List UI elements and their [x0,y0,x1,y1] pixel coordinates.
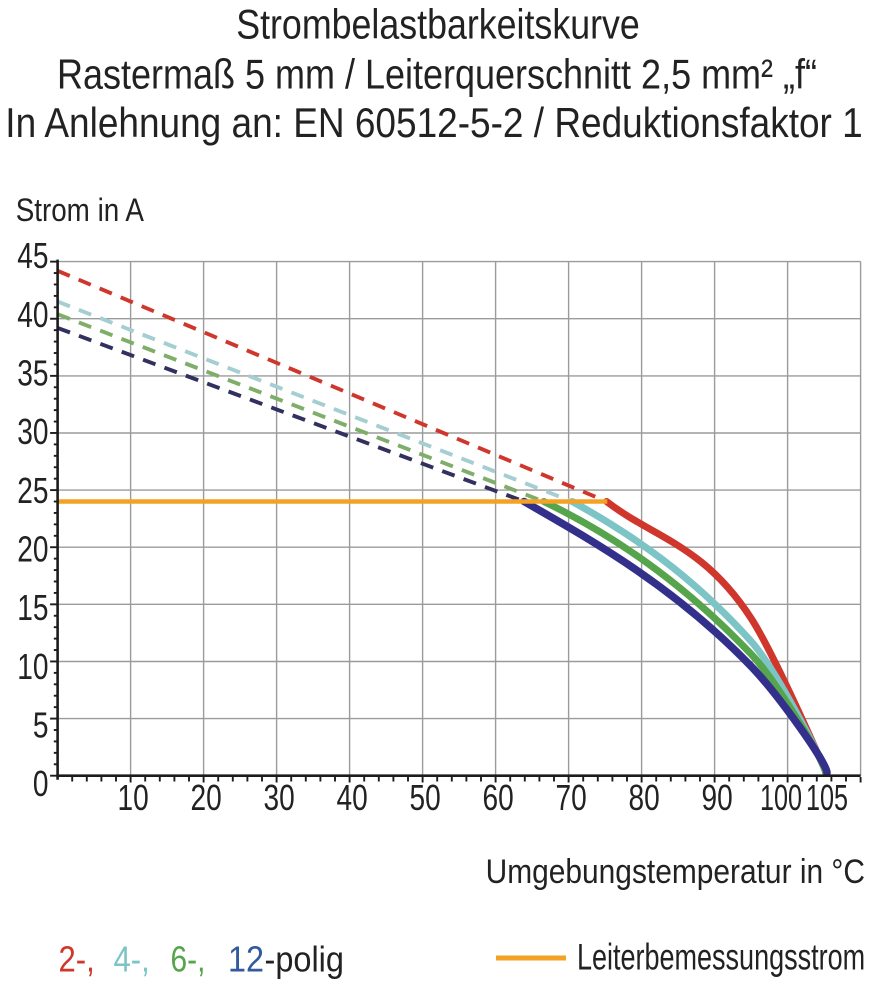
svg-text:105: 105 [806,778,848,819]
svg-text:Leiterbemessungsstrom: Leiterbemessungsstrom [577,936,865,977]
svg-text:20: 20 [190,778,221,818]
svg-text:30: 30 [17,412,48,452]
svg-text:35: 35 [17,353,48,393]
svg-text:60: 60 [482,778,513,818]
svg-text:2-,: 2-, [59,939,95,980]
svg-text:100: 100 [760,778,802,819]
svg-text:40: 40 [336,778,367,818]
svg-text:4-,: 4-, [114,939,150,980]
svg-text:20: 20 [17,529,48,569]
svg-text:70: 70 [555,778,586,818]
svg-text:90: 90 [701,778,732,818]
svg-text:80: 80 [628,778,659,818]
svg-text:40: 40 [17,294,48,334]
svg-text:5: 5 [33,705,49,745]
svg-text:12: 12 [228,940,264,980]
svg-text:In Anlehnung an: EN 60512-5-2: In Anlehnung an: EN 60512-5-2 / Reduktio… [5,100,862,147]
svg-text:45: 45 [17,236,48,276]
svg-text:Umgebungstemperatur in °C: Umgebungstemperatur in °C [486,852,865,890]
svg-text:10: 10 [117,778,148,818]
svg-text:30: 30 [263,778,294,818]
svg-text:Strombelastbarkeitskurve: Strombelastbarkeitskurve [236,2,640,48]
svg-text:6-,: 6-, [171,940,206,980]
svg-text:0: 0 [33,764,49,804]
svg-text:50: 50 [409,778,440,818]
svg-text:25: 25 [17,470,48,510]
svg-text:10: 10 [17,646,48,686]
svg-text:-polig: -polig [265,940,344,980]
svg-text:Strom in A: Strom in A [16,193,144,228]
svg-text:Rastermaß 5 mm / Leiterquersch: Rastermaß 5 mm / Leiterquerschnitt 2,5 m… [57,52,817,98]
svg-text:15: 15 [17,588,48,628]
